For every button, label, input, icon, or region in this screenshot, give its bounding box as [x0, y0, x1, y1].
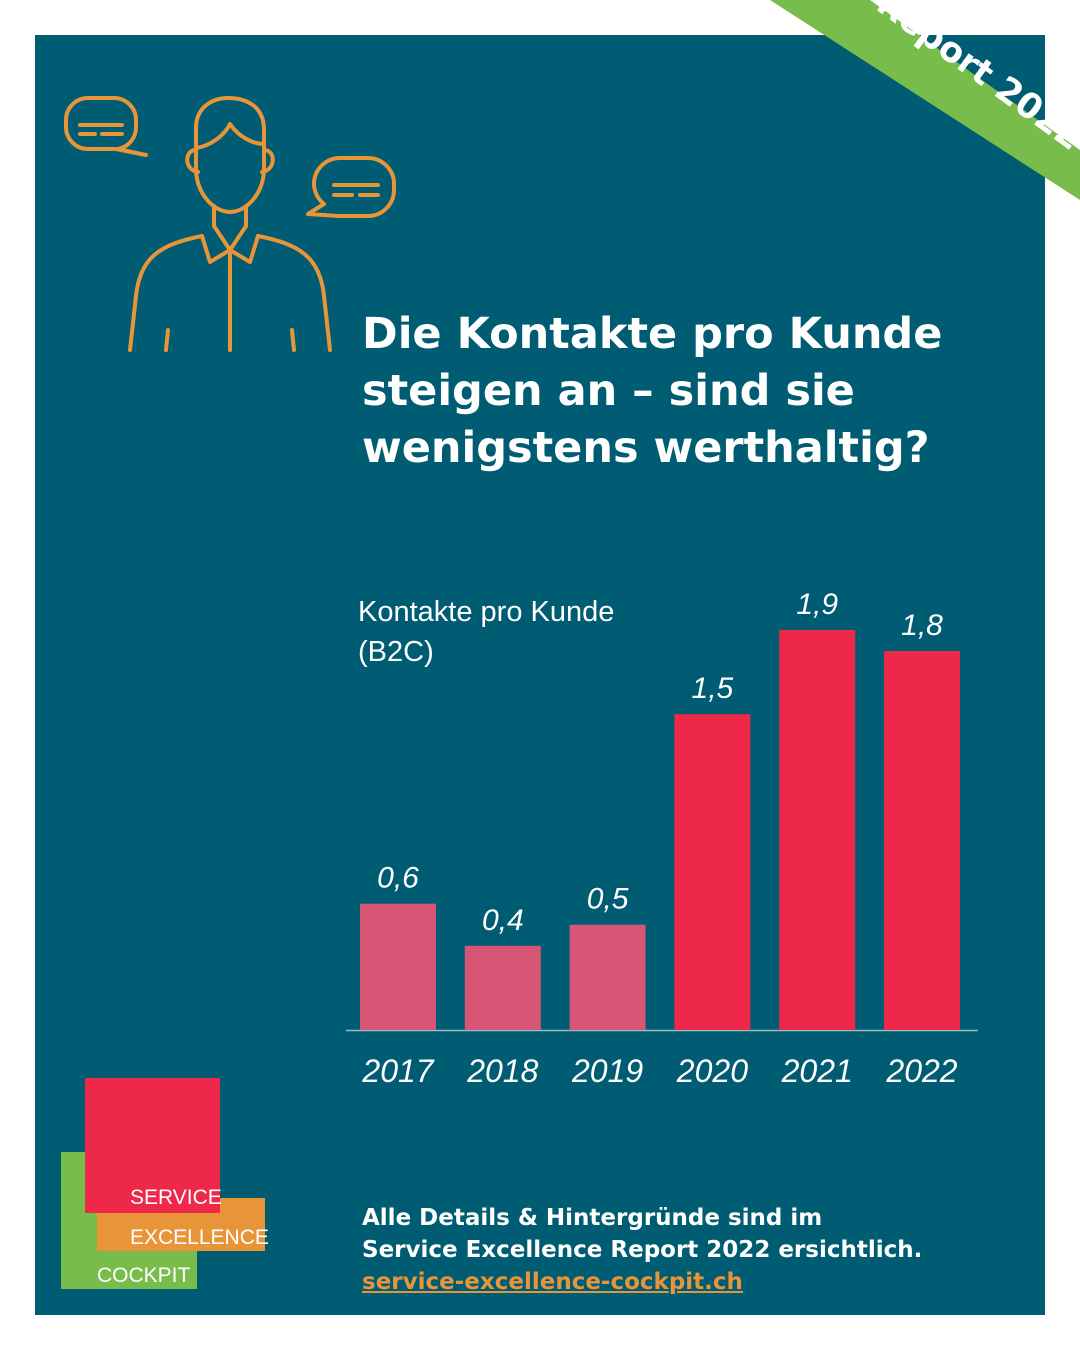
logo-red-square: [85, 1078, 220, 1213]
bar-2021: [779, 630, 856, 1030]
service-excellence-cockpit-logo: [61, 1078, 265, 1289]
headline-line-3: wenigstens werthaltig?: [362, 423, 930, 473]
chart-title-text: Kontakte pro Kunde: [358, 596, 615, 628]
headline: Die Kontakte pro Kunde steigen an – sind…: [362, 306, 1022, 477]
value-label-2021: 1,9: [796, 588, 838, 621]
x-tick-label-2022: 2022: [885, 1053, 957, 1089]
value-label-2020: 1,5: [692, 672, 734, 705]
x-tick-label-2020: 2020: [676, 1053, 748, 1089]
value-label-2018: 0,4: [482, 904, 524, 937]
x-tick-label-2019: 2019: [571, 1053, 643, 1089]
headline-line-2: steigen an – sind sie: [362, 366, 855, 416]
footer-line-1: Alle Details & Hintergründe sind im: [362, 1205, 823, 1231]
bar-2020: [674, 714, 751, 1030]
x-tick-label-2017: 2017: [361, 1053, 434, 1089]
left-speech-bubble-icon: [64, 96, 148, 157]
footer-website-link[interactable]: service-excellence-cockpit.ch: [362, 1269, 743, 1295]
headline-line-1: Die Kontakte pro Kunde: [362, 309, 943, 359]
value-label-2017: 0,6: [377, 862, 419, 895]
value-label-2019: 0,5: [587, 883, 629, 916]
footer: Alle Details & Hintergründe sind im Serv…: [362, 1202, 922, 1298]
logo-word-cockpit: COCKPIT: [97, 1264, 191, 1287]
bar-2019: [569, 924, 646, 1030]
x-tick-label-2018: 2018: [466, 1053, 538, 1089]
bar-2018: [464, 945, 541, 1030]
chart-subtitle-text: (B2C): [358, 636, 434, 668]
logo-word-excellence: EXCELLENCE: [130, 1226, 269, 1249]
person-with-speech-bubbles-icon: [64, 96, 396, 352]
footer-line-2: Service Excellence Report 2022 ersichtli…: [362, 1237, 923, 1263]
value-label-2022: 1,8: [901, 609, 943, 642]
chart-title: Kontakte pro Kunde (B2C): [358, 592, 614, 672]
logo-word-service: SERVICE: [130, 1186, 222, 1209]
x-tick-label-2021: 2021: [781, 1053, 853, 1089]
right-speech-bubble-icon: [306, 156, 396, 218]
bar-2017: [360, 903, 436, 1030]
bar-2022: [884, 651, 960, 1030]
